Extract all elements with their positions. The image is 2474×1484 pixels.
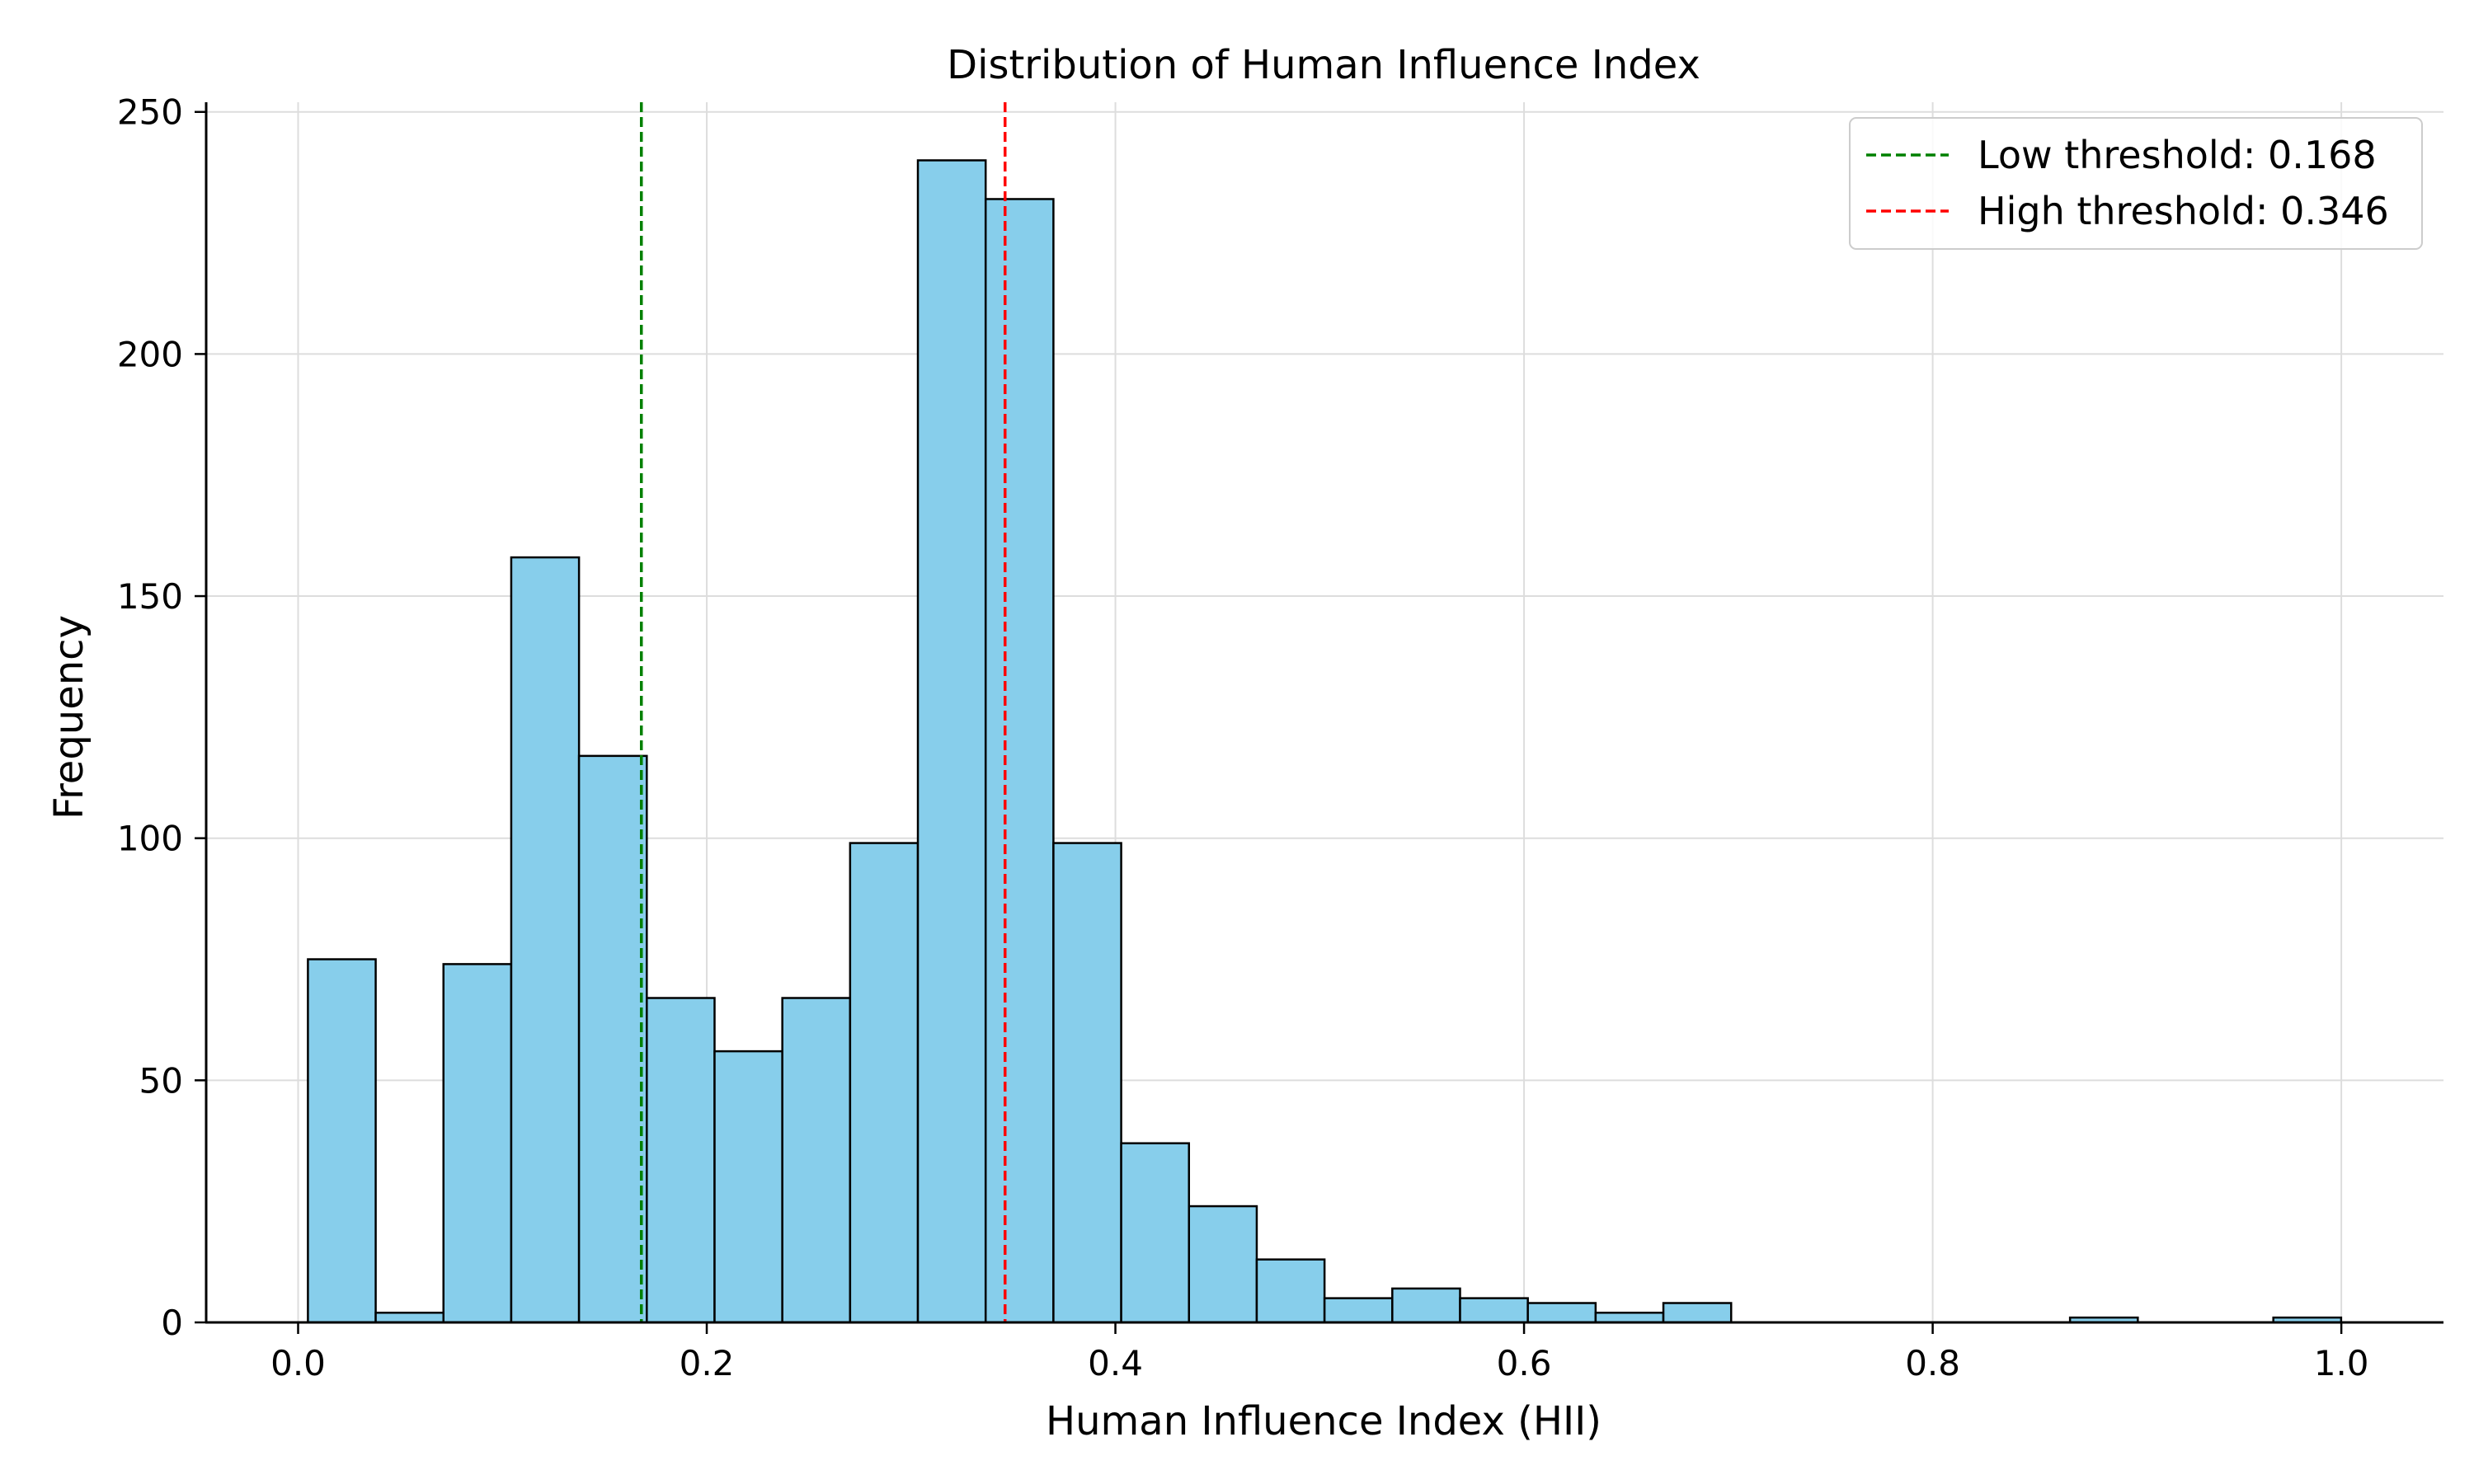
ticks-layer: 0.0 0.2 0.4 0.6 0.8 1.0 0 50 100 150 200 250: [117, 92, 2369, 1383]
legend-label-high-threshold: High threshold: 0.346: [1978, 189, 2389, 233]
y-tick-label: 150: [117, 576, 183, 617]
histogram-bar: [1255, 1258, 1326, 1324]
x-tick-label: 0.8: [1905, 1343, 1960, 1383]
histogram-bar: [1323, 1297, 1394, 1324]
histogram-bar: [849, 842, 920, 1324]
y-tick-label: 50: [139, 1060, 183, 1101]
histogram-bar: [1120, 1142, 1191, 1324]
histogram-bar: [510, 556, 581, 1324]
threshold-layer: [639, 102, 1007, 1322]
histogram-bar: [1188, 1205, 1258, 1324]
x-tick-label: 0.0: [270, 1343, 326, 1383]
legend-box: [1849, 117, 2423, 250]
y-axis-title: Frequency: [46, 615, 92, 819]
histogram-bar: [781, 997, 852, 1324]
histogram-bar: [374, 1312, 445, 1324]
histogram-bar: [442, 963, 513, 1324]
legend: Low threshold: 0.168 High threshold: 0.3…: [1849, 117, 2423, 250]
histogram-bar: [713, 1050, 783, 1324]
x-tick-label: 1.0: [2314, 1343, 2369, 1383]
histogram-bar: [1459, 1297, 1529, 1324]
bars-layer: [307, 159, 2343, 1324]
y-tick-label: 200: [117, 334, 183, 374]
histogram-bar: [577, 754, 648, 1324]
histogram-bar: [1526, 1302, 1597, 1324]
histogram-bar: [916, 159, 987, 1324]
histogram-bar: [1391, 1287, 1461, 1324]
histogram-bar: [307, 958, 377, 1324]
x-tick-label: 0.2: [680, 1343, 735, 1383]
x-axis-title: Human Influence Index (HII): [1046, 1398, 1602, 1444]
histogram-bar: [1662, 1302, 1733, 1324]
y-tick-label: 250: [117, 92, 183, 133]
x-tick-label: 0.4: [1088, 1343, 1143, 1383]
histogram-bar: [1594, 1312, 1665, 1324]
histogram-bar: [1052, 842, 1122, 1324]
histogram-bar: [646, 997, 716, 1324]
y-tick-label: 0: [161, 1303, 183, 1343]
histogram-bar: [984, 198, 1055, 1324]
chart-title: Distribution of Human Influence Index: [947, 42, 1700, 88]
legend-label-low-threshold: Low threshold: 0.168: [1978, 133, 2377, 177]
x-tick-label: 0.6: [1497, 1343, 1552, 1383]
y-tick-label: 100: [117, 819, 183, 859]
axes-layer: [205, 102, 2443, 1324]
